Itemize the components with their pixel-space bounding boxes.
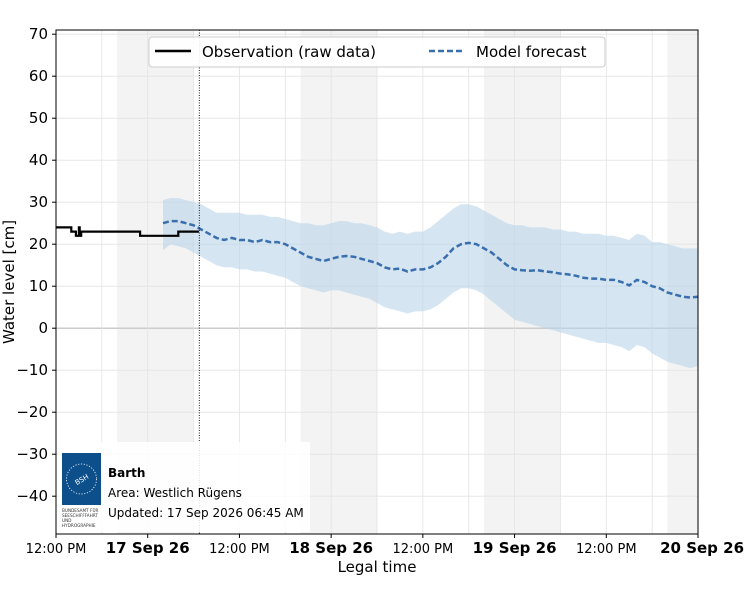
legend-box: [148, 36, 606, 68]
x-tick-label: 18 Sep 26: [289, 539, 373, 557]
legend-forecast-label: Model forecast: [476, 43, 587, 61]
x-tick-label: 12:00 PM: [26, 542, 87, 557]
y-tick-label: −20: [16, 403, 48, 421]
y-axis-label: Water level [cm]: [0, 220, 18, 344]
y-tick-label: 40: [29, 151, 48, 169]
forecast-line: [162, 219, 699, 299]
legend: Observation (raw data) Model forecast: [148, 36, 606, 68]
y-tick-label: 60: [29, 67, 48, 85]
y-tick-label: 10: [29, 277, 48, 295]
observation-line: [56, 226, 199, 237]
x-tick-label: 12:00 PM: [576, 542, 637, 557]
y-tick-label: 20: [29, 235, 48, 253]
y-tick-label: 50: [29, 109, 48, 127]
logo-ring: [66, 463, 97, 495]
y-tick-label: −10: [16, 361, 48, 379]
station-area: Area: Westlich Rügens: [108, 486, 242, 500]
x-tick-label: 17 Sep 26: [106, 539, 190, 557]
x-axis-ticks: 12:00 PM 17 Sep 26 12:00 PM 18 Sep 26 12:00 …: [26, 534, 744, 557]
y-axis-ticks: 70 60 50 40 30 20 10 0 −10 −20 −30 −40: [16, 25, 56, 505]
forecast-uncertainty-layer: [163, 198, 698, 369]
x-tick-label: 20 Sep 26: [660, 539, 744, 557]
x-tick-label: 12:00 PM: [393, 542, 454, 557]
station-name: Barth: [108, 466, 145, 480]
y-tick-label: 30: [29, 193, 48, 211]
y-tick-label: −30: [16, 445, 48, 463]
y-tick-label: 70: [29, 25, 48, 43]
x-tick-label: 19 Sep 26: [473, 539, 557, 557]
series-layer: [56, 219, 699, 299]
plot-frame: [55, 29, 699, 535]
x-axis-label: Legal time: [338, 558, 417, 576]
y-tick-label: 0: [38, 319, 48, 337]
updated-timestamp: Updated: 17 Sep 2026 06:45 AM: [108, 506, 304, 520]
station-info-box: BSH BUNDESAMT FÜR SEESCHIFFFAHRT UND HYD…: [58, 442, 310, 532]
forecast-uncertainty-band: [163, 198, 698, 369]
x-tick-label: 12:00 PM: [209, 542, 270, 557]
legend-observation-label: Observation (raw data): [202, 43, 376, 61]
y-tick-label: −40: [16, 487, 48, 505]
logo-caption: BUNDESAMT FÜR SEESCHIFFFAHRT UND HYDROGR…: [62, 508, 100, 528]
bsh-logo: [62, 453, 101, 505]
